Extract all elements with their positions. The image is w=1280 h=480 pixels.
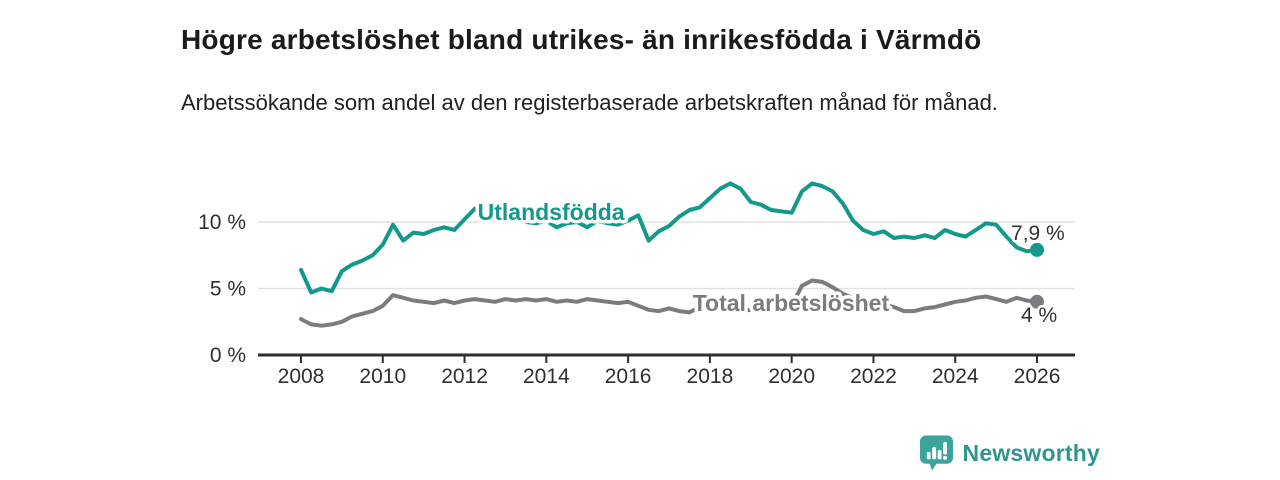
x-tick-label-2008: 2008 bbox=[278, 365, 325, 388]
x-tick-label-2024: 2024 bbox=[932, 365, 979, 388]
x-tick-label-2018: 2018 bbox=[687, 365, 734, 388]
series-line-utlandsf-dda bbox=[299, 181, 1039, 295]
series-label-total-arbetsl-shet: Total arbetslöshet bbox=[693, 290, 890, 316]
x-tick-label-2026: 2026 bbox=[1014, 365, 1061, 388]
series-end-dot-utlandsf-dda bbox=[1030, 242, 1045, 257]
x-tick-label-2010: 2010 bbox=[359, 365, 406, 388]
y-tick-label-10: 10 % bbox=[198, 211, 246, 234]
x-tick-label-2022: 2022 bbox=[850, 365, 897, 388]
chart-title: Högre arbetslöshet bland utrikes- än inr… bbox=[181, 23, 982, 55]
end-value-label-total-arbetsl-shet: 4 % bbox=[1021, 304, 1057, 327]
brand-link[interactable]: Newsworthy bbox=[919, 434, 1100, 472]
y-tick-label-0: 0 % bbox=[210, 344, 246, 367]
end-value-label-utlandsf-dda: 7,9 % bbox=[1011, 222, 1065, 245]
x-tick-label-2020: 2020 bbox=[768, 365, 815, 388]
x-tick-label-2012: 2012 bbox=[441, 365, 488, 388]
chart-subtitle: Arbetssökande som andel av den registerb… bbox=[181, 90, 998, 115]
y-tick-label-5: 5 % bbox=[210, 278, 246, 301]
x-tick-label-2016: 2016 bbox=[605, 365, 652, 388]
x-tick-label-2014: 2014 bbox=[523, 365, 570, 388]
series-end-dot-total-arbetsl-shet bbox=[1030, 294, 1045, 309]
brand-name: Newsworthy bbox=[962, 439, 1100, 466]
series-line-total-arbetsl-shet bbox=[299, 278, 1039, 328]
series-label-utlandsf-dda: Utlandsfödda bbox=[478, 199, 625, 225]
newsworthy-logo-icon bbox=[919, 434, 954, 472]
